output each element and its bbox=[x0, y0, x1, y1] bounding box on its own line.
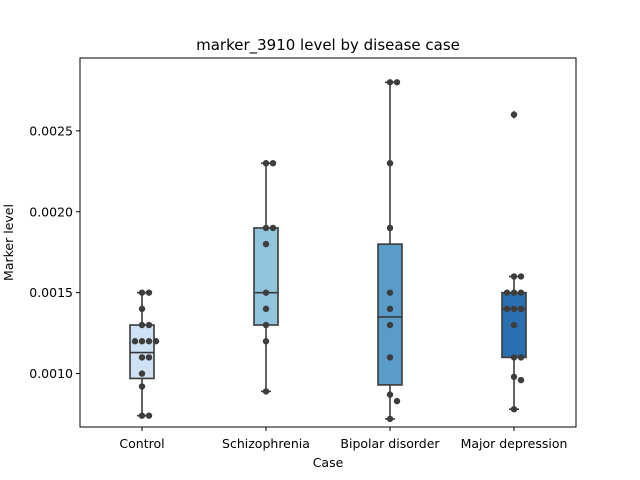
box-group-3 bbox=[501, 110, 527, 410]
data-point bbox=[138, 383, 146, 390]
x-axis-label: Case bbox=[313, 455, 344, 470]
y-axis-label: Marker level bbox=[1, 204, 16, 281]
data-point bbox=[145, 354, 153, 361]
data-point bbox=[510, 321, 518, 329]
data-point bbox=[503, 305, 511, 313]
y-tick-label: 0.0020 bbox=[29, 204, 73, 219]
data-point bbox=[262, 240, 270, 248]
data-point bbox=[262, 224, 270, 232]
x-tick-label: Control bbox=[119, 436, 164, 451]
axes: Control Schizophrenia Bipolar disorder Majo… bbox=[29, 123, 567, 451]
box-group-1 bbox=[253, 162, 279, 393]
data-point bbox=[386, 289, 394, 296]
data-point bbox=[393, 397, 401, 405]
data-point bbox=[517, 273, 525, 280]
data-point bbox=[262, 305, 270, 313]
data-point bbox=[152, 338, 160, 345]
data-point bbox=[517, 376, 525, 384]
box-group-0 bbox=[129, 291, 155, 417]
points-group-1 bbox=[262, 159, 277, 395]
data-point bbox=[262, 338, 270, 345]
data-point bbox=[386, 415, 394, 423]
data-point bbox=[145, 412, 153, 419]
data-point bbox=[386, 391, 394, 398]
data-point bbox=[386, 224, 394, 232]
data-point bbox=[145, 321, 153, 329]
points-group-2 bbox=[386, 79, 401, 423]
x-tick-label: Bipolar disorder bbox=[340, 436, 440, 451]
data-point bbox=[262, 159, 270, 167]
y-tick-label: 0.0015 bbox=[29, 285, 73, 300]
data-point bbox=[503, 289, 511, 296]
data-point bbox=[145, 289, 153, 296]
data-point bbox=[510, 111, 518, 118]
data-point bbox=[262, 388, 270, 395]
data-point bbox=[138, 289, 146, 296]
data-point bbox=[517, 354, 525, 361]
plot-area bbox=[129, 79, 527, 423]
y-tick-label: 0.0025 bbox=[29, 123, 73, 138]
data-point bbox=[262, 289, 270, 296]
data-point bbox=[510, 305, 518, 313]
x-tick-label: Major depression bbox=[461, 436, 568, 451]
data-point bbox=[517, 289, 525, 296]
data-point bbox=[138, 354, 146, 361]
data-point bbox=[510, 289, 518, 296]
points-group-0 bbox=[131, 289, 160, 419]
data-point bbox=[138, 412, 146, 419]
data-point bbox=[138, 370, 146, 377]
data-point bbox=[262, 321, 270, 329]
box-iqr bbox=[377, 243, 403, 386]
data-point bbox=[510, 373, 518, 381]
data-point bbox=[145, 338, 153, 345]
data-point bbox=[386, 79, 394, 86]
x-tick-label: Schizophrenia bbox=[222, 436, 310, 451]
data-point bbox=[517, 305, 525, 313]
y-tick-label: 0.0010 bbox=[29, 366, 73, 381]
data-point bbox=[138, 305, 146, 313]
data-point bbox=[386, 321, 394, 329]
data-point bbox=[510, 354, 518, 361]
data-point bbox=[138, 338, 146, 345]
box-iqr bbox=[129, 324, 155, 380]
points-group-3 bbox=[503, 111, 525, 413]
data-point bbox=[393, 79, 401, 86]
data-point bbox=[510, 273, 518, 280]
box-group-2 bbox=[377, 81, 403, 420]
data-point bbox=[269, 159, 277, 167]
data-point bbox=[138, 321, 146, 329]
data-point bbox=[386, 354, 394, 361]
data-point bbox=[510, 405, 518, 413]
data-point bbox=[131, 338, 139, 345]
plot-frame bbox=[79, 57, 577, 428]
data-point bbox=[269, 224, 277, 232]
data-point bbox=[386, 305, 394, 313]
chart-title: marker_3910 level by disease case bbox=[196, 36, 460, 55]
data-point bbox=[386, 159, 394, 167]
